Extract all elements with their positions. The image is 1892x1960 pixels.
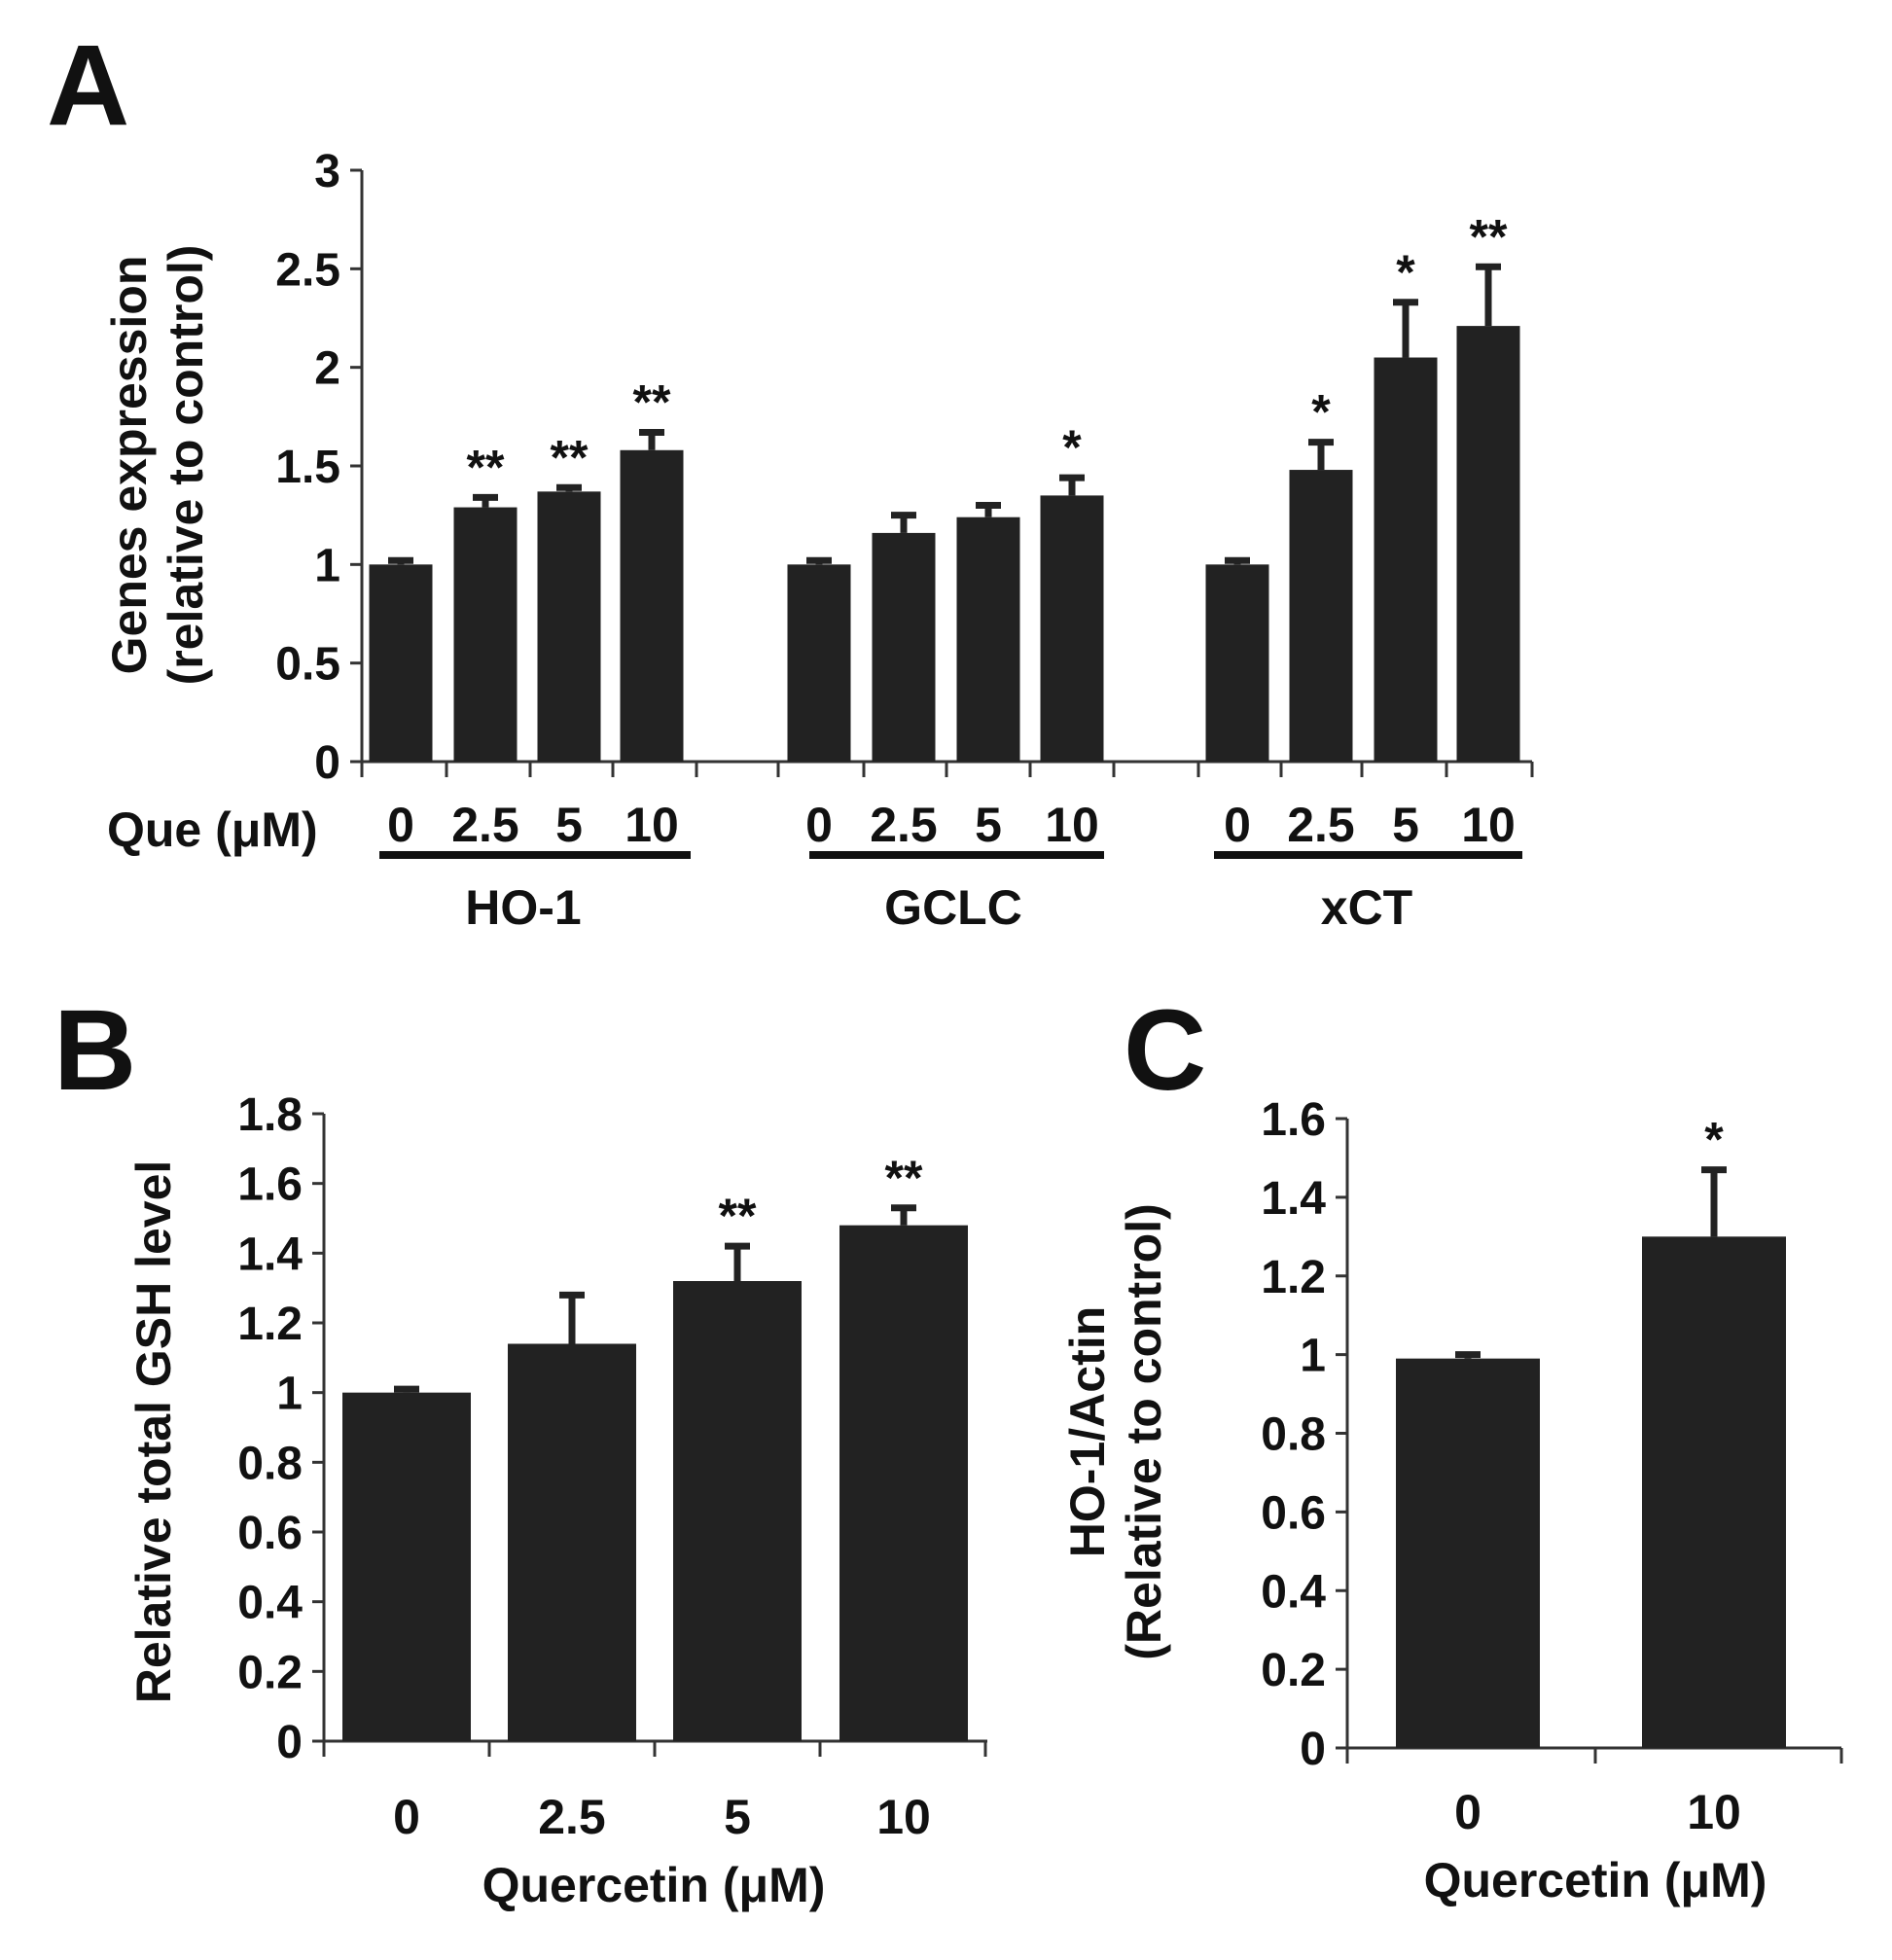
chart-b-y-tick-label: 1.6 [237, 1159, 303, 1211]
chart-a-category-label: 5 [555, 798, 583, 852]
chart-a-bar [537, 491, 601, 762]
chart-c-ho1-actin: 0 0.2 0.4 0.6 0.8 1 1.2 1.4 1.6 0 * 10 Quercetin (μM… [1060, 1094, 1843, 1907]
chart-a-y-tick-label: 0.5 [275, 639, 340, 691]
chart-c-y-tick-label: 1.4 [1261, 1173, 1326, 1225]
chart-a-y-axis-title: (relative to control) [159, 245, 213, 686]
chart-c-y-axis-title: HO-1/Actin [1060, 1306, 1115, 1557]
chart-c-y-tick-label: 0.2 [1261, 1645, 1326, 1696]
chart-b-category-label: 2.5 [538, 1790, 606, 1844]
chart-c-x-axis-title: Quercetin (μM) [1424, 1853, 1767, 1907]
chart-c-bar [1396, 1358, 1540, 1748]
chart-b-bar [839, 1225, 968, 1741]
chart-a-y-tick-label: 0 [314, 737, 340, 789]
chart-a-y-tick-label: 3 [314, 146, 340, 197]
panel-letter-b: B [54, 986, 136, 1115]
chart-a-category-label: 0 [387, 798, 414, 852]
chart-a-bar [1040, 495, 1104, 762]
chart-a-bar [620, 449, 684, 762]
chart-a-bar [1289, 470, 1353, 762]
chart-a-significance-label: * [1062, 420, 1082, 475]
chart-b-y-tick-label: 1.2 [237, 1299, 303, 1350]
chart-b-bar [508, 1343, 636, 1741]
chart-b-y-tick-label: 0.6 [237, 1508, 303, 1559]
chart-a-category-label: 2.5 [870, 798, 938, 852]
chart-a-bar [1205, 564, 1269, 762]
chart-a-bar [369, 564, 433, 762]
chart-c-significance-label: * [1704, 1113, 1724, 1167]
chart-a-group-label: HO-1 [465, 880, 581, 935]
chart-c-y-tick-label: 0 [1300, 1724, 1326, 1775]
chart-b-x-axis-title: Quercetin (μM) [482, 1858, 826, 1912]
chart-b-category-label: 0 [393, 1790, 420, 1844]
chart-b-y-tick-label: 1.8 [237, 1089, 303, 1141]
chart-a-category-label: 0 [805, 798, 833, 852]
chart-b-gsh-level: 0 0.2 0.4 0.6 0.8 1 1.2 1.4 1.6 1.8 0 2.5 ** 5 ** 10 Que… [126, 1089, 987, 1912]
chart-b-bar [342, 1392, 471, 1741]
chart-a-category-label: 10 [1461, 798, 1516, 852]
chart-c-category-label: 10 [1687, 1785, 1741, 1839]
chart-c-bar [1642, 1236, 1786, 1748]
chart-a-category-label: 10 [1045, 798, 1099, 852]
chart-b-category-label: 5 [724, 1790, 751, 1844]
chart-b-y-tick-label: 0.4 [237, 1578, 303, 1629]
chart-b-category-label: 10 [876, 1790, 931, 1844]
chart-a-y-tick-label: 1 [314, 540, 340, 591]
chart-c-y-tick-label: 1 [1300, 1331, 1326, 1382]
chart-a-bar [872, 532, 936, 762]
chart-c-category-label: 0 [1454, 1785, 1481, 1839]
chart-a-significance-label: ** [633, 375, 671, 430]
chart-c-y-tick-label: 0.4 [1261, 1566, 1326, 1618]
chart-a-y-tick-label: 1.5 [275, 442, 340, 493]
chart-a-group-label: GCLC [884, 880, 1022, 935]
chart-c-y-tick-label: 0.6 [1261, 1487, 1326, 1539]
chart-a-significance-label: ** [1470, 209, 1508, 264]
chart-b-y-axis-title: Relative total GSH level [126, 1160, 181, 1704]
chart-a-y-tick-label: 2.5 [275, 244, 340, 296]
chart-a-significance-label: ** [551, 430, 589, 484]
chart-b-y-tick-label: 1 [276, 1369, 303, 1420]
chart-a-significance-label: * [1311, 385, 1331, 440]
panel-letter-c: C [1124, 986, 1206, 1115]
chart-a-significance-label: ** [467, 440, 505, 494]
chart-a-x-prefix-label: Que (μM) [107, 802, 318, 857]
chart-a-category-label: 0 [1224, 798, 1251, 852]
chart-a-significance-label: * [1396, 245, 1415, 300]
chart-c-y-tick-label: 1.6 [1261, 1094, 1326, 1146]
chart-a-y-tick-label: 2 [314, 343, 340, 395]
chart-a-category-label: 5 [1392, 798, 1419, 852]
chart-a-bar [787, 564, 851, 762]
chart-b-significance-label: ** [885, 1151, 923, 1205]
chart-a-category-label: 2.5 [1287, 798, 1355, 852]
chart-a-group-label: xCT [1321, 880, 1412, 935]
chart-a-category-label: 2.5 [451, 798, 519, 852]
chart-b-y-tick-label: 1.4 [237, 1229, 303, 1280]
chart-a-category-label: 5 [975, 798, 1002, 852]
chart-b-y-tick-label: 0.2 [237, 1647, 303, 1698]
chart-b-bar [673, 1281, 802, 1741]
chart-b-y-tick-label: 0 [276, 1717, 303, 1768]
chart-a-y-axis-title: Genes expression [102, 256, 157, 675]
chart-a-category-label: 10 [625, 798, 679, 852]
chart-a-bar [1456, 326, 1520, 762]
chart-b-significance-label: ** [719, 1189, 757, 1243]
chart-a-bar [956, 517, 1020, 762]
chart-c-y-axis-title: (Relative to control) [1117, 1203, 1171, 1659]
panel-letter-a: A [47, 21, 129, 150]
chart-a-bar [1374, 357, 1438, 762]
chart-a-bar [453, 507, 518, 762]
chart-b-y-tick-label: 0.8 [237, 1438, 303, 1489]
chart-c-y-tick-label: 0.8 [1261, 1409, 1326, 1461]
chart-c-y-tick-label: 1.2 [1261, 1252, 1326, 1303]
